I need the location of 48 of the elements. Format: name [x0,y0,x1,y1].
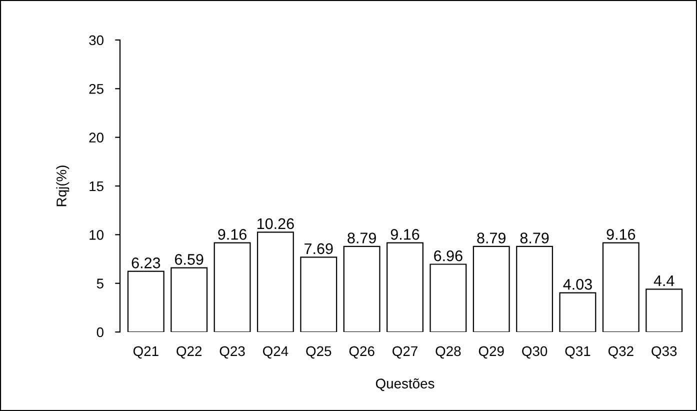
data-label: 9.16 [606,229,636,240]
data-label: 9.16 [390,229,420,240]
x-axis-title: Questões [376,378,434,391]
data-label: 9.16 [218,229,246,240]
data-label: 4.03 [563,278,592,290]
x-tick-label: Q23 [220,346,245,359]
bar [214,242,251,332]
data-label: 6.96 [434,250,462,262]
data-label: 8.79 [477,232,506,244]
data-label: 8.79 [520,232,549,244]
bar [256,232,294,332]
x-tick-label: Q32 [608,346,634,359]
bar [516,246,554,332]
x-tick-label: Q31 [565,346,590,359]
bar [170,267,208,332]
x-tick-label: Q22 [176,346,202,359]
bar [472,246,510,332]
x-tick-label: Q27 [392,346,418,359]
y-tick-label: 10 [90,230,104,240]
y-tick-label: 5 [96,278,104,289]
x-tick-label: Q30 [522,346,548,359]
y-tick-label: 25 [89,84,104,94]
x-tick-label: Q28 [436,346,461,359]
bar [386,242,424,332]
y-tick-label: 0 [96,327,104,338]
y-tick-label: 15 [90,181,104,192]
bar [559,292,596,332]
data-label: 7.69 [304,243,333,254]
y-tick-label: 30 [89,35,104,46]
data-label: 6.23 [132,258,160,268]
x-tick-label: Q26 [349,346,374,359]
data-label: 4.4 [654,275,674,286]
bar [127,270,164,332]
y-tick-label: 20 [89,132,104,143]
x-tick-label: Q21 [133,346,158,359]
data-label: 6.59 [175,254,204,265]
y-axis-title: Rqj(%) [56,166,70,206]
bar [300,256,338,332]
x-tick-label: Q29 [478,346,504,359]
x-tick-label: Q24 [262,346,288,359]
x-tick-label: Q25 [306,346,332,359]
bar [343,246,380,332]
bar [646,288,683,332]
data-label: 10.26 [258,218,294,230]
data-label: 8.79 [348,232,376,244]
x-tick-label: Q33 [652,346,677,359]
bar [430,264,467,332]
bar [602,242,640,332]
